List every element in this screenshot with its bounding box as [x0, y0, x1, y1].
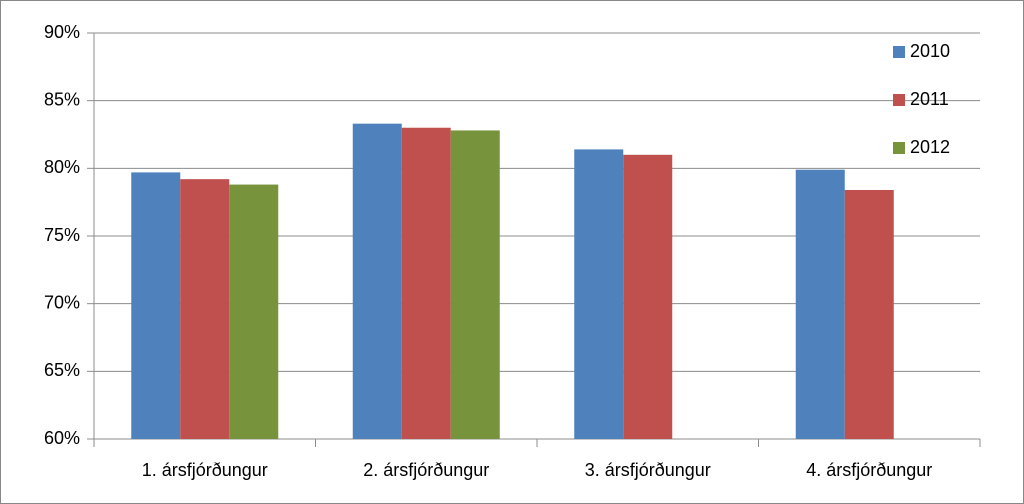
legend-label: 2010 — [910, 41, 950, 61]
bar — [352, 123, 402, 439]
y-tick-label: 80% — [44, 157, 80, 177]
bar — [574, 149, 624, 440]
bar — [623, 154, 673, 440]
x-tick-label: 3. ársfjórðungur — [585, 460, 711, 480]
bar — [229, 184, 279, 439]
legend-swatch — [893, 46, 905, 58]
bar — [131, 172, 181, 440]
bar — [180, 179, 230, 439]
bar — [401, 127, 451, 439]
legend-label: 2011 — [910, 89, 949, 109]
bar — [795, 169, 845, 440]
bar — [450, 130, 500, 439]
x-tick-label: 1. ársfjórðungur — [142, 460, 268, 480]
y-tick-label: 70% — [44, 292, 80, 312]
y-tick-label: 60% — [44, 428, 80, 448]
y-tick-label: 75% — [44, 225, 80, 245]
y-tick-label: 90% — [44, 22, 80, 42]
y-tick-label: 65% — [44, 360, 80, 380]
legend-label: 2012 — [910, 137, 950, 157]
legend-swatch — [893, 142, 905, 154]
x-tick-label: 4. ársfjórðungur — [806, 460, 932, 480]
legend-swatch — [893, 94, 905, 106]
x-tick-label: 2. ársfjórðungur — [363, 460, 489, 480]
y-tick-label: 85% — [44, 89, 80, 109]
bar — [844, 189, 894, 439]
